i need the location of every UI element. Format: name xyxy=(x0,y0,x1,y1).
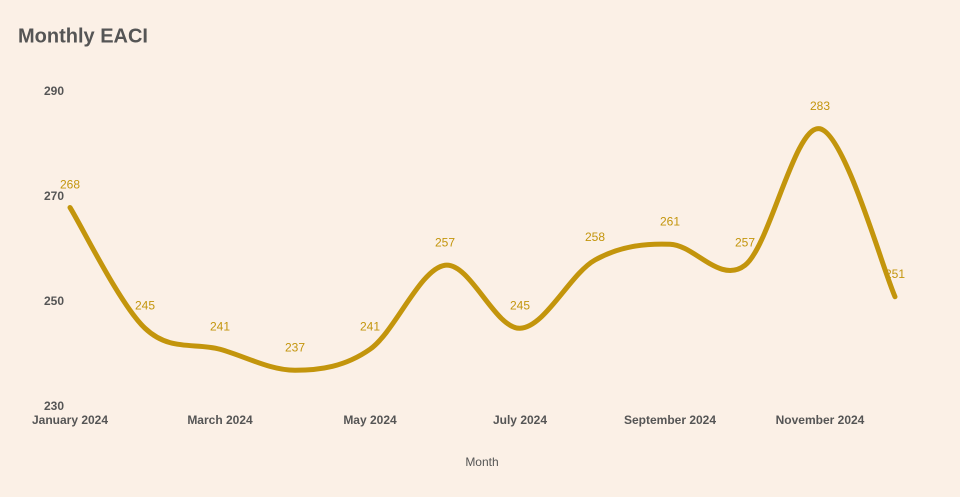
x-tick-label: November 2024 xyxy=(776,413,865,427)
chart-title: Monthly EACI xyxy=(18,25,148,47)
x-axis-label: Month xyxy=(465,455,498,469)
data-label: 283 xyxy=(810,99,830,113)
x-tick-label: May 2024 xyxy=(343,413,397,427)
data-label: 258 xyxy=(585,230,605,244)
data-label: 261 xyxy=(660,214,680,228)
data-label: 245 xyxy=(510,298,530,312)
data-label: 241 xyxy=(360,319,380,333)
y-tick-label: 270 xyxy=(44,189,64,203)
data-label: 241 xyxy=(210,319,230,333)
y-tick-label: 290 xyxy=(44,84,64,98)
x-tick-label: September 2024 xyxy=(624,413,716,427)
x-tick-label: July 2024 xyxy=(493,413,547,427)
x-tick-label: March 2024 xyxy=(187,413,253,427)
y-tick-label: 250 xyxy=(44,294,64,308)
data-label: 237 xyxy=(285,340,305,354)
data-label: 257 xyxy=(735,235,755,249)
x-tick-label: January 2024 xyxy=(32,413,108,427)
data-label: 257 xyxy=(435,235,455,249)
data-label: 268 xyxy=(60,178,80,192)
line xyxy=(67,126,898,373)
y-tick-label: 230 xyxy=(44,399,64,413)
data-label: 245 xyxy=(135,298,155,312)
data-label: 251 xyxy=(885,267,905,281)
